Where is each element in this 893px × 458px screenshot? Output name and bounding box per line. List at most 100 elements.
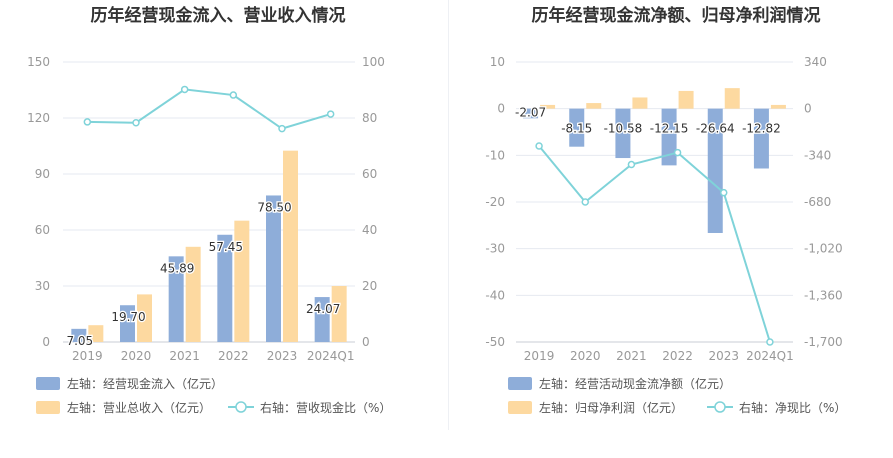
bar-data-label: -2.07 bbox=[515, 106, 546, 120]
x-axis-tick: 2019 bbox=[72, 349, 103, 363]
line-point bbox=[535, 142, 543, 150]
bar-data-label: 24.07 bbox=[306, 302, 340, 316]
chart-title: 历年经营现金流入、营业收入情况 bbox=[91, 5, 346, 26]
bar-series-2 bbox=[586, 103, 602, 109]
legend-swatch bbox=[36, 377, 60, 390]
x-axis-tick: 2023 bbox=[708, 349, 739, 363]
panel-divider bbox=[448, 0, 449, 430]
right-axis-tick: 340 bbox=[804, 55, 827, 69]
bar-series-1 bbox=[753, 108, 769, 169]
right-axis-tick: 40 bbox=[362, 223, 377, 237]
right-axis-tick: -1,700 bbox=[804, 335, 843, 349]
line-point bbox=[581, 198, 589, 206]
legend-line-marker bbox=[714, 401, 726, 413]
line-point bbox=[278, 124, 286, 133]
legend-label: 左轴：营业总收入（亿元） bbox=[67, 400, 211, 415]
right-axis-tick: 100 bbox=[362, 55, 385, 69]
line-point bbox=[83, 118, 92, 126]
bar-series-1 bbox=[168, 256, 184, 342]
line-point bbox=[326, 110, 335, 118]
bar-series-2 bbox=[632, 97, 648, 109]
bar-series-1 bbox=[615, 108, 631, 159]
line-series bbox=[538, 145, 771, 343]
legend-line-marker bbox=[235, 401, 247, 413]
right-axis-tick: -1,360 bbox=[804, 288, 843, 302]
legend-label: 右轴：净现比（%） bbox=[739, 400, 846, 415]
line-point bbox=[673, 148, 682, 157]
x-axis-tick: 2024Q1 bbox=[746, 349, 794, 363]
x-axis-tick: 2019 bbox=[524, 349, 555, 363]
right-axis-tick: 0 bbox=[804, 102, 812, 116]
x-axis-tick: 2023 bbox=[267, 349, 298, 363]
bar-series-2 bbox=[678, 90, 694, 109]
left-axis-tick: -50 bbox=[485, 335, 505, 349]
x-axis-tick: 2022 bbox=[218, 349, 249, 363]
bar-data-label: -10.58 bbox=[604, 122, 643, 136]
x-axis-tick: 2020 bbox=[121, 349, 152, 363]
bar-series-2 bbox=[185, 246, 201, 342]
line-point bbox=[627, 160, 636, 169]
bar-data-label: 45.89 bbox=[160, 261, 194, 275]
bar-data-label: 78.50 bbox=[257, 200, 291, 214]
left-axis-tick: -30 bbox=[485, 242, 505, 256]
legend-label: 左轴：归母净利润（亿元） bbox=[539, 400, 683, 415]
legend-swatch bbox=[508, 377, 532, 390]
legend-label: 左轴：经营现金流入（亿元） bbox=[67, 376, 223, 391]
left-axis-tick: 0 bbox=[42, 335, 50, 349]
bar-data-label: -12.15 bbox=[650, 122, 689, 136]
right-axis-tick: 0 bbox=[362, 335, 370, 349]
left-axis-tick: 150 bbox=[27, 55, 50, 69]
x-axis-tick: 2024Q1 bbox=[307, 349, 355, 363]
left-axis-tick: -40 bbox=[485, 288, 505, 302]
legend-swatch bbox=[508, 401, 532, 414]
left-axis-tick: -10 bbox=[485, 148, 505, 162]
bar-data-label: -8.15 bbox=[561, 122, 592, 136]
left-axis-tick: -20 bbox=[485, 195, 505, 209]
right-axis-tick: -680 bbox=[804, 195, 831, 209]
bar-data-label: -12.82 bbox=[742, 122, 781, 136]
right-axis-tick: -1,020 bbox=[804, 242, 843, 256]
line-series bbox=[87, 88, 331, 130]
right-axis-tick: 80 bbox=[362, 111, 377, 125]
x-axis-tick: 2022 bbox=[662, 349, 693, 363]
left-axis-tick: 60 bbox=[35, 223, 50, 237]
bar-series-2 bbox=[283, 150, 298, 342]
bar-series-1 bbox=[707, 108, 723, 233]
right-axis-tick: -340 bbox=[804, 148, 831, 162]
x-axis-tick: 2021 bbox=[616, 349, 647, 363]
x-axis-tick: 2021 bbox=[169, 349, 200, 363]
legend-swatch bbox=[36, 401, 60, 414]
bar-series-1 bbox=[661, 108, 677, 166]
bar-series-1 bbox=[523, 108, 539, 119]
x-axis-tick: 2020 bbox=[570, 349, 601, 363]
right-axis-tick: 60 bbox=[362, 167, 377, 181]
left-axis-tick: 10 bbox=[490, 55, 505, 69]
left-axis-tick: 120 bbox=[27, 111, 50, 125]
chart-title: 历年经营现金流净额、归母净利润情况 bbox=[532, 5, 821, 26]
bar-series-2 bbox=[137, 294, 152, 342]
line-point bbox=[229, 91, 238, 99]
bar-series-2 bbox=[234, 220, 250, 342]
bar-series-1 bbox=[71, 328, 87, 342]
bar-data-label: -26.64 bbox=[696, 122, 735, 136]
legend-label: 左轴：经营活动现金流净额（亿元） bbox=[539, 376, 731, 391]
line-point bbox=[766, 338, 774, 346]
line-point bbox=[132, 119, 140, 127]
bar-series-1 bbox=[120, 305, 135, 342]
bar-series-1 bbox=[266, 195, 281, 342]
bar-series-2 bbox=[331, 286, 347, 342]
left-axis-tick: 0 bbox=[497, 102, 505, 116]
line-point bbox=[720, 188, 728, 197]
bar-data-label: 7.05 bbox=[66, 334, 93, 348]
legend-label: 右轴：营收现金比（%） bbox=[260, 400, 391, 415]
left-axis-tick: 30 bbox=[35, 279, 50, 293]
bar-series-1 bbox=[314, 297, 330, 342]
bar-data-label: 57.45 bbox=[209, 240, 243, 254]
bar-series-2 bbox=[88, 325, 104, 342]
bar-series-2 bbox=[540, 104, 556, 109]
bar-data-label: 19.70 bbox=[111, 310, 145, 324]
right-axis-tick: 20 bbox=[362, 279, 377, 293]
line-point bbox=[180, 85, 189, 94]
bar-series-1 bbox=[217, 234, 233, 342]
